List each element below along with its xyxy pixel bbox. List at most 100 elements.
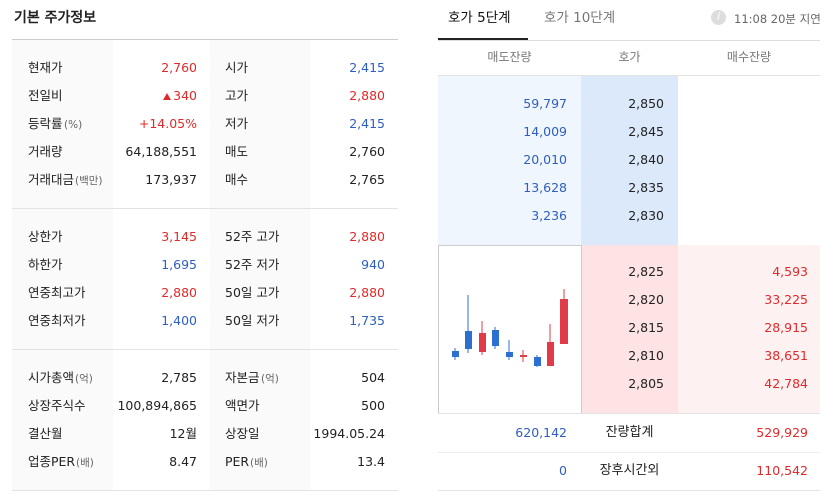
row-label: 시가총액 [28,370,75,385]
mini-chart-frame [438,245,582,414]
tab-underline [438,38,528,40]
row-label: 시가 [225,60,249,75]
total-label: 잔량합계 [605,425,654,440]
row-value: 3,145 [161,229,197,244]
row-value: 8.47 [169,454,197,469]
row-value: 12월 [169,426,197,441]
ask-price: 2,835 [628,180,664,195]
total-sell: 620,142 [515,425,567,440]
row-value: 173,937 [145,172,197,187]
bid-price: 2,825 [628,264,664,279]
ask-volume: 20,010 [523,152,567,167]
ask-price-bg [581,76,678,245]
row-value: 2,760 [161,60,197,75]
divider [438,452,820,453]
bid-price-bg [581,245,678,413]
column-header: 매수잔량 [726,50,772,64]
bid-volume: 33,225 [764,292,808,307]
row-value: 2,760 [349,144,385,159]
row-unit: (억) [75,373,93,385]
row-value: 2,785 [161,370,197,385]
row-value: 2,880 [349,88,385,103]
divider [438,413,820,414]
row-label: 상장주식수 [28,398,86,413]
row-label: 상한가 [28,229,63,244]
row-label: 매도 [225,144,249,159]
row-label: 매수 [225,172,249,187]
bid-volume-bg [678,245,820,413]
row-label: 52주 고가 [225,229,280,244]
row-label: 고가 [225,88,249,103]
divider [12,39,398,40]
ask-price: 2,845 [628,124,664,139]
tab[interactable]: 호가 10단계 [544,10,616,26]
row-label: 연중최고가 [28,285,86,300]
section-title: 기본 주가정보 [14,10,97,26]
row-value: 100,894,865 [117,398,197,413]
row-value: 2,765 [349,172,385,187]
row-label: 전일비 [28,88,63,103]
ask-volume: 14,009 [523,124,567,139]
bid-volume: 28,915 [764,320,808,335]
bid-volume: 42,784 [764,376,808,391]
row-value: 1,735 [349,313,385,328]
row-label: 현재가 [28,60,63,75]
row-label: 연중최저가 [28,313,86,328]
row-value: 504 [361,370,385,385]
row-label: 하한가 [28,257,63,272]
ask-volume-bg [438,76,581,245]
row-label: 50일 고가 [225,285,280,300]
row-label: 거래량 [28,144,63,159]
mini-chart [452,289,568,367]
bid-price: 2,820 [628,292,664,307]
row-value: 64,188,551 [125,144,197,159]
total-label: 장후시간외 [599,463,660,478]
divider [438,75,820,76]
row-label: 결산월 [28,426,63,441]
row-value: 2,415 [349,60,385,75]
row-label: 50일 저가 [225,313,280,328]
candles [452,289,568,367]
bid-volume: 4,593 [772,264,808,279]
ask-volume: 3,236 [531,208,567,223]
row-unit: (%) [64,119,83,131]
tab[interactable]: 호가 5단계 [448,10,511,26]
row-unit: (억) [261,373,279,385]
ask-volume: 13,628 [523,180,567,195]
row-value: 2,880 [349,229,385,244]
row-value: 13.4 [357,454,385,469]
row-unit: (백만) [75,175,103,187]
info-icon[interactable] [711,10,726,25]
up-arrow [163,93,171,100]
ask-price: 2,850 [628,96,664,111]
bid-price: 2,815 [628,320,664,335]
left-label-band [210,40,310,490]
divider [438,40,820,41]
ask-price: 2,840 [628,152,664,167]
row-value: +14.05% [138,116,197,131]
row-value: 340 [173,88,197,103]
info-icon-label[interactable]: i [716,10,721,23]
bid-price: 2,810 [628,348,664,363]
row-value: 2,880 [349,285,385,300]
row-label: PER [225,454,250,469]
row-value: 2,880 [161,285,197,300]
row-label: 거래대금 [28,172,75,187]
bid-price: 2,805 [628,376,664,391]
row-label: 업종PER [28,454,76,469]
total-buy: 529,929 [756,425,808,440]
row-label: 저가 [225,116,249,131]
row-value: 2,415 [349,116,385,131]
row-value: 940 [361,257,385,272]
divider [12,490,398,491]
bid-volume: 38,651 [764,348,808,363]
row-unit: (배) [76,457,94,469]
row-label: 상장일 [225,426,260,441]
row-label: 52주 저가 [225,257,280,272]
row-label: 등락률 [28,116,63,131]
row-label: 자본금 [225,370,260,385]
left-label-band [12,40,113,490]
divider [12,349,398,350]
row-value: 500 [361,398,385,413]
